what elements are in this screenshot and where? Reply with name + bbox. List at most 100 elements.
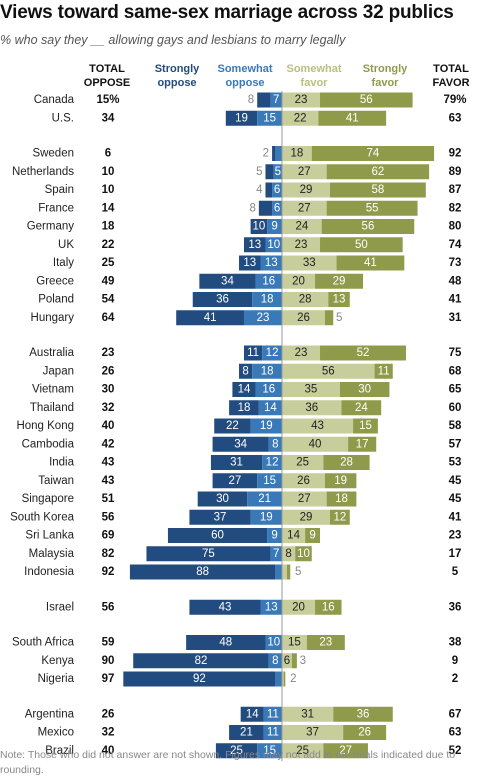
bar-strongly-oppose: [239, 255, 261, 271]
country-label: Hungary: [31, 312, 75, 324]
label-strongly-favor: 50: [355, 239, 368, 251]
bar-strongly-oppose: [192, 292, 253, 307]
bar-somewhat-oppose: [257, 110, 282, 126]
label-strongly-oppose: 13: [248, 239, 261, 251]
country-label: Israel: [46, 601, 74, 613]
country-label: Greece: [36, 275, 74, 287]
label-somewhat-favor: 36: [305, 402, 318, 414]
total-oppose-value: 82: [102, 548, 115, 560]
label-strongly-oppose: 92: [193, 673, 206, 685]
bar-strongly-favor: [311, 146, 435, 161]
bar-somewhat-favor: [282, 473, 325, 489]
bar-strongly-oppose: [229, 400, 259, 416]
label-strongly-oppose: 60: [211, 530, 224, 542]
bar-somewhat-favor: [282, 237, 321, 253]
total-oppose-value: 51: [102, 493, 115, 505]
label-strongly-oppose: 14: [246, 708, 259, 720]
label-strongly-favor: 58: [371, 184, 384, 196]
label-somewhat-oppose: 15: [263, 475, 276, 487]
label-somewhat-oppose: 10: [267, 239, 280, 251]
label-somewhat-favor: 29: [300, 511, 313, 523]
header-somewhat-favor: Somewhat favor: [286, 63, 342, 89]
bar-somewhat-oppose: [273, 164, 282, 180]
label-strongly-favor: 26: [358, 727, 371, 739]
total-oppose-value: 10: [102, 166, 115, 178]
country-label: Netherlands: [12, 166, 74, 178]
label-strongly-favor: 11: [378, 365, 390, 377]
country-label: Hong Kong: [16, 420, 74, 432]
country-label: Sri Lanka: [25, 530, 74, 542]
bar-strongly-oppose: [258, 200, 273, 216]
total-favor-value: 31: [449, 312, 462, 324]
label-somewhat-favor: 31: [301, 708, 314, 720]
label-strongly-oppose: 82: [195, 655, 208, 667]
bar-strongly-oppose: [272, 146, 276, 161]
total-favor-value: 53: [449, 457, 462, 469]
label-strongly-oppose: 30: [216, 493, 229, 505]
bar-somewhat-oppose: [275, 146, 282, 161]
country-label: Nigeria: [38, 673, 75, 685]
bar-strongly-oppose: [212, 436, 269, 452]
label-strongly-oppose: 2: [263, 148, 269, 160]
total-oppose-value: 56: [102, 511, 115, 523]
total-oppose-value: 42: [102, 438, 115, 450]
label-strongly-oppose: 13: [243, 257, 256, 269]
label-strongly-favor: 29: [333, 275, 346, 287]
total-oppose-value: 10: [102, 184, 115, 196]
label-somewhat-favor: 43: [311, 420, 324, 432]
bar-strongly-oppose: [186, 635, 266, 650]
label-strongly-oppose: 21: [240, 727, 253, 739]
bar-somewhat-oppose: [268, 653, 282, 669]
bar-strongly-oppose: [214, 418, 251, 434]
country-label: UK: [58, 239, 74, 251]
bar-somewhat-favor: [282, 418, 354, 434]
bar-somewhat-favor: [282, 599, 316, 615]
bar-somewhat-oppose: [258, 400, 282, 416]
label-somewhat-oppose: 8: [272, 438, 278, 450]
bar-somewhat-favor: [282, 546, 296, 562]
bar-somewhat-favor: [282, 310, 325, 326]
bar-strongly-oppose: [215, 743, 258, 759]
total-oppose-value: 92: [102, 566, 115, 578]
country-label: Indonesia: [24, 566, 74, 578]
label-somewhat-favor: 27: [298, 166, 311, 178]
total-oppose-value: 23: [102, 347, 115, 359]
total-favor-value: 48: [449, 275, 462, 287]
total-favor-value: 67: [449, 708, 462, 720]
bar-somewhat-favor: [282, 219, 322, 234]
total-favor-value: 45: [449, 475, 462, 487]
total-oppose-value: 26: [102, 365, 115, 377]
bar-somewhat-favor: [282, 509, 330, 525]
country-label: Italy: [53, 257, 74, 269]
label-somewhat-oppose: 9: [271, 530, 277, 542]
total-favor-value: 65: [449, 384, 462, 396]
total-oppose-value: 25: [102, 257, 115, 269]
country-label: Singapore: [22, 493, 74, 505]
bar-strongly-favor: [320, 237, 403, 253]
label-strongly-favor: 30: [358, 384, 371, 396]
label-strongly-favor: 27: [339, 745, 352, 757]
total-favor-value: 57: [449, 438, 462, 450]
total-favor-value: 5: [452, 566, 459, 578]
country-label: Mexico: [38, 727, 74, 739]
bar-somewhat-oppose: [252, 292, 282, 307]
bar-somewhat-favor: [282, 273, 316, 289]
bar-somewhat-oppose: [243, 310, 282, 326]
label-somewhat-oppose: 8: [272, 655, 278, 667]
label-somewhat-favor: 25: [296, 745, 309, 757]
bar-somewhat-oppose: [265, 635, 282, 650]
bar-somewhat-oppose: [262, 345, 282, 361]
total-oppose-value: 43: [102, 457, 115, 469]
bar-strongly-favor: [343, 725, 387, 740]
country-label: Japan: [43, 365, 74, 377]
total-favor-value: 87: [449, 184, 462, 196]
bar-somewhat-oppose: [252, 363, 282, 379]
country-label: Australia: [29, 347, 74, 359]
total-oppose-value: 15%: [96, 94, 119, 106]
total-favor-value: 92: [449, 148, 462, 160]
chart-subtitle: % who say they __ allowing gays and lesb…: [0, 33, 346, 47]
header-total-oppose: TOTAL OPPOSE: [83, 63, 131, 89]
total-oppose-value: 56: [102, 601, 115, 613]
total-oppose-value: 59: [102, 637, 115, 649]
country-label: Malaysia: [29, 548, 75, 560]
